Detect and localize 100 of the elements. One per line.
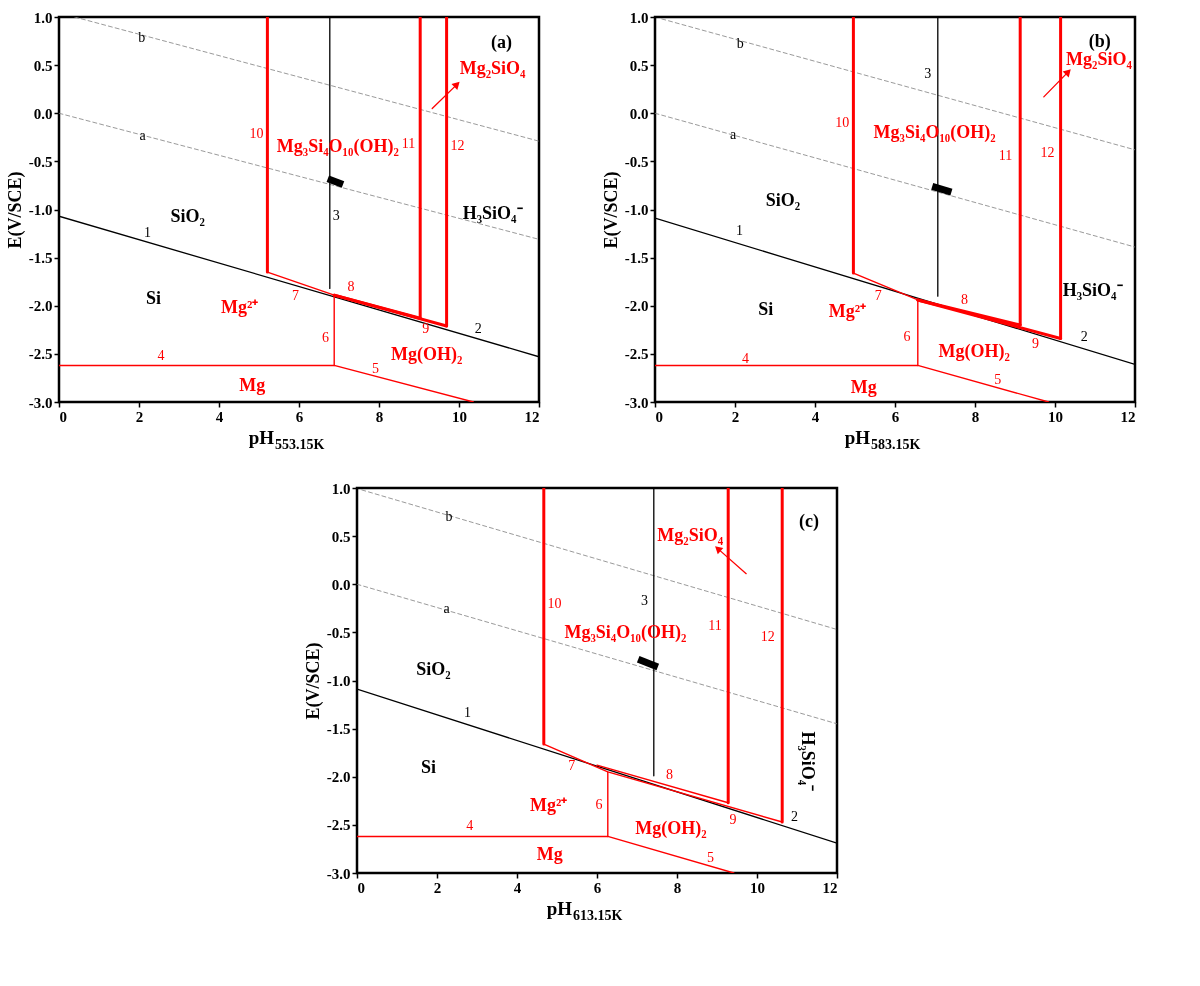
annotation: 10: [547, 596, 562, 612]
annotation: Mg: [850, 376, 877, 397]
annotation: Si: [145, 288, 161, 309]
x-tick-label: 0: [59, 408, 67, 425]
y-tick-label: 0.0: [33, 105, 53, 122]
annotation: b: [736, 35, 744, 51]
annotation: 3: [641, 592, 649, 608]
annotation: H₃SiO₄⁻: [1062, 280, 1123, 301]
y-tick-label: -1.0: [28, 202, 53, 218]
x-tick-label: 0: [655, 408, 663, 425]
x-tick-label: 4: [513, 879, 522, 896]
annotation: 4: [157, 347, 165, 363]
annotation: SiO₂: [765, 189, 801, 210]
y-tick-label: 0.5: [33, 57, 53, 74]
annotation: 8: [347, 279, 355, 295]
x-tick-label: 10: [750, 879, 765, 896]
annotation: b: [445, 508, 453, 524]
y-tick-label: -2.0: [28, 298, 53, 315]
y-tick-label: -2.0: [326, 769, 351, 786]
annotation: Mg₂SiO₄: [657, 525, 724, 546]
annotation: 6: [903, 328, 911, 344]
annotation: a: [139, 128, 147, 144]
annotation: Mg²⁺: [221, 296, 259, 317]
x-tick-label: 6: [295, 408, 304, 425]
y-tick-label: 1.0: [33, 9, 53, 26]
x-tick-label: 6: [891, 408, 900, 425]
annotation: 5: [994, 371, 1002, 387]
annotation: (a): [490, 31, 512, 53]
annotation: 7: [568, 758, 576, 774]
annotation: Mg²⁺: [828, 300, 867, 321]
x-tick-label: 0: [357, 879, 365, 896]
annotation: Si: [758, 298, 774, 319]
annotation: 5: [707, 849, 715, 865]
annotation: 9: [422, 320, 430, 336]
y-tick-label: -2.0: [624, 298, 649, 315]
y-tick-label: -1.5: [326, 721, 351, 738]
annotation: SiO₂: [416, 658, 451, 679]
x-tick-label: 2: [731, 408, 740, 425]
annotation: Mg: [536, 843, 563, 864]
annotation: 1: [143, 224, 151, 240]
y-tick-label: -0.5: [624, 153, 649, 170]
annotation: 9: [729, 812, 737, 828]
y-tick-label: 0.0: [629, 105, 649, 122]
y-axis-title: E(V/SCE): [4, 171, 26, 249]
annotation: Mg: [239, 374, 266, 395]
x-tick-label: 10: [452, 408, 467, 425]
y-tick-label: -2.5: [326, 817, 351, 834]
annotation: H₃SiO₄⁻: [797, 731, 818, 792]
annotation: a: [443, 601, 451, 617]
annotation: 1: [735, 222, 743, 238]
annotation: 9: [1031, 336, 1039, 352]
annotation: Mg₂SiO₄: [459, 57, 527, 78]
annotation: 3: [332, 208, 340, 224]
y-tick-label: 0.5: [331, 528, 351, 545]
annotation: 2: [474, 320, 482, 336]
y-tick-label: 1.0: [629, 9, 649, 26]
y-tick-label: -1.0: [624, 202, 649, 218]
annotation: 4: [741, 350, 749, 366]
y-tick-label: 0.5: [629, 57, 649, 74]
x-tick-label: 12: [1120, 408, 1136, 425]
y-tick-label: -3.0: [624, 394, 649, 411]
annotation: 11: [401, 136, 416, 152]
y-tick-label: -2.5: [28, 346, 53, 363]
annotation: 2: [1080, 328, 1088, 344]
x-tick-label: 8: [375, 408, 384, 425]
annotation: Mg(OH)₂: [938, 340, 1010, 362]
annotation: (b): [1088, 31, 1111, 53]
annotation: Mg(OH)₂: [635, 817, 707, 839]
y-tick-label: -2.5: [624, 346, 649, 363]
annotation: 6: [595, 796, 603, 812]
y-tick-label: 1.0: [331, 480, 351, 497]
x-tick-label: 8: [673, 879, 682, 896]
y-tick-label: -1.5: [28, 250, 53, 267]
y-tick-label: -3.0: [28, 394, 53, 411]
y-axis-title: E(V/SCE): [302, 642, 324, 720]
y-tick-label: -3.0: [326, 865, 351, 882]
annotation: 12: [450, 137, 465, 153]
annotation: 11: [708, 617, 722, 633]
annotation: 5: [371, 361, 379, 377]
x-tick-label: 12: [822, 879, 838, 896]
annotation: 7: [874, 288, 882, 304]
annotation: b: [138, 30, 146, 46]
annotation: a: [729, 127, 737, 143]
y-axis-title: E(V/SCE): [600, 171, 622, 249]
x-tick-label: 8: [971, 408, 980, 425]
annotation: 1: [463, 705, 471, 721]
annotation: Mg²⁺: [529, 794, 568, 815]
annotation: 3: [924, 65, 932, 81]
y-tick-label: -1.0: [326, 673, 351, 689]
annotation: 12: [760, 629, 775, 645]
x-tick-label: 12: [524, 408, 540, 425]
y-tick-label: 0.0: [331, 576, 351, 593]
annotation: 7: [291, 288, 299, 304]
annotation: 8: [665, 766, 673, 782]
annotation: 10: [249, 126, 264, 142]
x-tick-label: 4: [811, 408, 820, 425]
annotation: 8: [961, 291, 969, 307]
x-tick-label: 4: [215, 408, 224, 425]
annotation: (c): [799, 510, 819, 532]
y-tick-label: -1.5: [624, 250, 649, 267]
